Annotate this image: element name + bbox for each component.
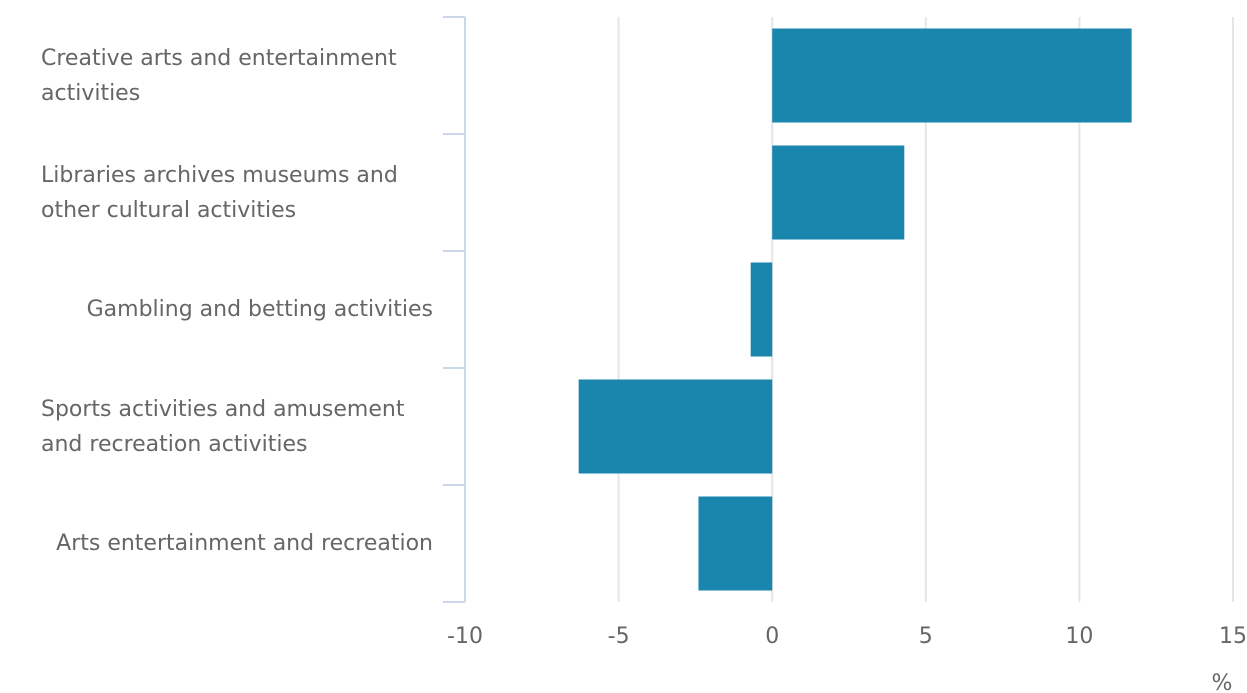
x-tick-label: 15 xyxy=(1219,624,1247,649)
y-tick-label: Sports activities and amusement and recr… xyxy=(41,396,405,457)
y-tick-label-box: Gambling and betting activities xyxy=(11,251,433,368)
bar xyxy=(750,262,773,357)
y-tick-label-box: Arts entertainment and recreation xyxy=(11,485,433,602)
bar xyxy=(772,28,1132,123)
bar xyxy=(578,379,773,474)
x-tick-label: 5 xyxy=(919,624,933,649)
y-tick-label: Arts entertainment and recreation xyxy=(56,531,433,556)
x-axis-title: % xyxy=(1212,671,1233,693)
bar xyxy=(772,145,905,240)
x-tick-label: -10 xyxy=(447,624,483,649)
y-tick-label: Libraries archives museums and other cul… xyxy=(41,162,398,223)
x-tick-label: -5 xyxy=(608,624,630,649)
y-tick-label-box: Creative arts and entertainment activiti… xyxy=(11,17,433,134)
y-tick-label-box: Sports activities and amusement and recr… xyxy=(11,368,433,485)
bar xyxy=(698,496,773,591)
y-tick-label-box: Libraries archives museums and other cul… xyxy=(11,134,433,251)
x-tick-label: 10 xyxy=(1065,624,1093,649)
x-tick-label: 0 xyxy=(765,624,779,649)
y-tick-label: Creative arts and entertainment activiti… xyxy=(41,45,397,106)
y-tick-label: Gambling and betting activities xyxy=(86,297,433,322)
